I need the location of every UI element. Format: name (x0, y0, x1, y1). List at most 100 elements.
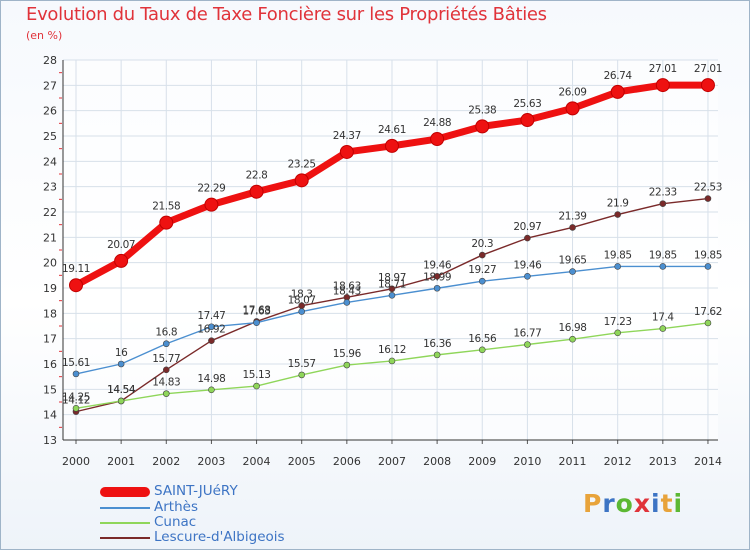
data-label: 18.71 (378, 278, 406, 290)
data-label: 14.98 (197, 373, 225, 385)
legend-swatch (100, 522, 150, 524)
legend-swatch (100, 507, 150, 509)
y-tick-label: 14 (43, 409, 57, 422)
data-point (478, 251, 486, 259)
data-label: 16 (115, 347, 128, 359)
data-label: 18.43 (333, 285, 361, 297)
data-label: 15.96 (333, 348, 362, 360)
data-label: 16.77 (513, 327, 541, 339)
data-label: 15.13 (243, 369, 271, 381)
data-label: 22.53 (694, 182, 722, 194)
data-label: 19.85 (694, 249, 722, 261)
data-point (478, 346, 486, 354)
data-point (208, 386, 215, 394)
data-point (475, 119, 490, 134)
data-point (204, 197, 219, 212)
data-label: 25.63 (513, 98, 541, 110)
x-tick-label: 2009 (468, 455, 496, 468)
data-label: 14.54 (107, 384, 136, 396)
x-tick-label: 2013 (649, 455, 677, 468)
data-point (524, 234, 531, 242)
data-label: 14.83 (152, 377, 180, 389)
data-point (520, 113, 535, 128)
data-point (208, 323, 215, 331)
x-tick-label: 2012 (604, 455, 632, 468)
data-label: 22.33 (649, 187, 677, 199)
legend-item-arthes[interactable]: Arthès (100, 499, 400, 517)
data-label: 16.36 (423, 338, 452, 350)
data-point (384, 138, 399, 153)
data-label: 26.09 (559, 86, 587, 98)
data-point (162, 366, 170, 374)
data-point (704, 195, 712, 202)
data-label: 17.68 (243, 304, 271, 316)
y-tick-label: 22 (43, 206, 57, 219)
data-point (430, 132, 445, 147)
x-tick-label: 2004 (243, 455, 271, 468)
data-point (610, 84, 625, 99)
data-label: 14.25 (62, 391, 90, 403)
y-tick-label: 24 (43, 155, 57, 168)
x-tick-label: 2006 (333, 455, 361, 468)
x-tick-label: 2011 (559, 455, 587, 468)
data-label: 17.23 (604, 316, 632, 328)
x-tick-label: 2014 (694, 455, 722, 468)
data-label: 16.56 (468, 333, 497, 345)
data-point (388, 357, 396, 365)
y-tick-label: 25 (43, 130, 57, 143)
data-point (614, 263, 621, 270)
data-point (565, 101, 580, 116)
data-point (388, 292, 396, 299)
data-label: 17.47 (197, 310, 225, 322)
legend-label: Cunac (154, 514, 197, 530)
legend-swatch (100, 537, 150, 539)
proxiti-logo: Proxiti (583, 489, 683, 518)
data-label: 15.57 (288, 358, 316, 370)
data-point (659, 263, 667, 270)
legend-item-lescure[interactable]: Lescure-d'Albigeois (100, 529, 400, 547)
x-tick-label: 2000 (62, 455, 90, 468)
data-label: 24.88 (423, 117, 451, 129)
data-point (569, 335, 576, 343)
data-point (162, 390, 170, 397)
legend-item-saint-juery[interactable]: SAINT-JUéRY (100, 483, 400, 501)
data-label: 22.8 (246, 170, 268, 182)
data-label: 25.38 (468, 104, 496, 116)
y-axis-unit: (en %) (26, 29, 63, 42)
data-label: 21.9 (607, 198, 629, 210)
data-point (69, 278, 83, 293)
data-point (72, 370, 80, 378)
data-label: 18.63 (333, 280, 361, 292)
x-tick-label: 2010 (513, 455, 541, 468)
data-label: 17.4 (652, 312, 674, 324)
y-tick-label: 20 (43, 257, 57, 270)
data-point (433, 273, 441, 280)
data-label: 16.8 (155, 327, 177, 339)
data-label: 19.85 (649, 249, 677, 261)
data-point (117, 397, 125, 405)
data-point (162, 340, 170, 348)
data-label: 22.29 (197, 183, 225, 195)
x-tick-label: 2001 (107, 455, 135, 468)
data-point (614, 211, 621, 218)
x-tick-label: 2008 (423, 455, 451, 468)
logo-letter: t (660, 489, 674, 518)
legend-item-cunac[interactable]: Cunac (100, 514, 400, 532)
x-tick-label: 2003 (197, 455, 225, 468)
y-tick-label: 15 (43, 383, 57, 396)
x-tick-label: 2005 (288, 455, 316, 468)
data-label: 21.58 (152, 201, 180, 213)
data-point (388, 285, 396, 293)
data-label: 27.01 (649, 63, 677, 75)
data-label: 14.54 (107, 384, 136, 396)
logo-letter: x (633, 489, 651, 518)
y-tick-label: 23 (43, 181, 57, 194)
x-tick-label: 2007 (378, 455, 406, 468)
data-point (659, 200, 667, 207)
data-point (253, 382, 260, 390)
data-point (343, 299, 351, 306)
data-point (659, 325, 667, 332)
data-label: 18.99 (423, 271, 451, 283)
data-point (569, 268, 576, 275)
data-label: 19.46 (423, 259, 452, 271)
